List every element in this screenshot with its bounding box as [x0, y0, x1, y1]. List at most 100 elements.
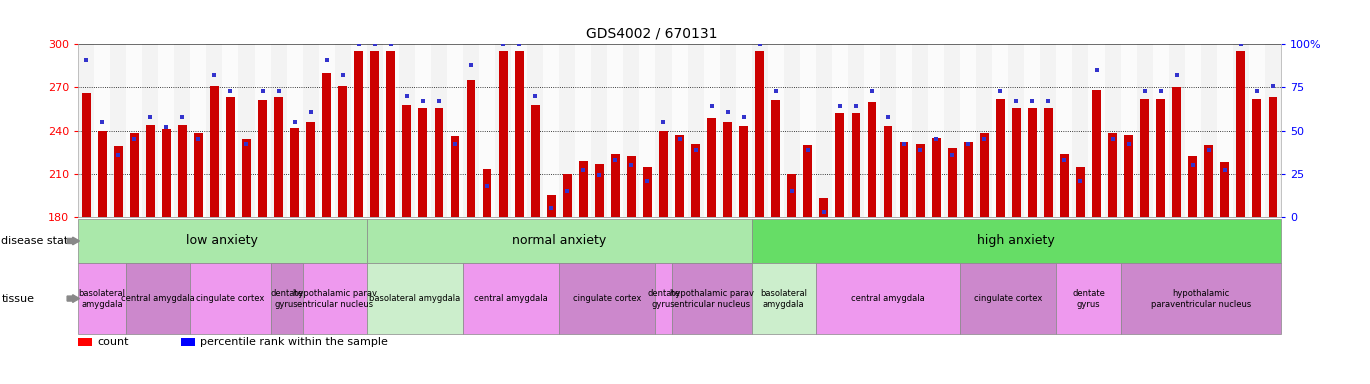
Bar	[97, 131, 107, 217]
Text: dentate
gyrus: dentate gyrus	[1073, 288, 1106, 309]
Bar	[817, 44, 832, 217]
Point	[364, 41, 386, 47]
Bar	[723, 122, 732, 217]
Bar	[95, 44, 110, 217]
Point	[460, 62, 482, 68]
Bar	[607, 44, 623, 217]
Bar	[767, 44, 784, 217]
Bar	[803, 145, 812, 217]
Bar	[334, 44, 351, 217]
Text: central amygdala: central amygdala	[122, 294, 195, 303]
Bar	[355, 51, 363, 217]
Text: disease state: disease state	[1, 236, 75, 246]
Point	[973, 136, 995, 142]
Bar	[980, 134, 989, 217]
Bar	[848, 44, 864, 217]
Bar	[912, 44, 927, 217]
Bar	[1185, 44, 1200, 217]
Bar	[1200, 44, 1217, 217]
Point	[1197, 146, 1219, 152]
Bar	[499, 51, 507, 217]
Bar	[1092, 90, 1101, 217]
Bar	[1044, 108, 1052, 217]
Bar	[964, 142, 973, 217]
Bar	[832, 44, 848, 217]
Bar	[338, 86, 347, 217]
Bar	[1025, 44, 1040, 217]
Bar	[159, 44, 174, 217]
Text: tissue: tissue	[1, 293, 34, 304]
Bar	[307, 122, 315, 217]
Text: high anxiety: high anxiety	[977, 235, 1055, 247]
Point	[604, 157, 626, 163]
Bar	[1075, 167, 1085, 217]
Bar	[418, 108, 427, 217]
Text: hypothalamic
paraventricular nucleus: hypothalamic paraventricular nucleus	[1151, 288, 1251, 309]
Text: dentate
gyrus: dentate gyrus	[647, 288, 680, 309]
Bar	[992, 44, 1008, 217]
Bar	[719, 44, 736, 217]
Bar	[996, 99, 1004, 217]
Bar	[515, 51, 523, 217]
Bar	[527, 44, 543, 217]
Bar	[800, 44, 817, 217]
Point	[1022, 98, 1044, 104]
Bar	[740, 126, 748, 217]
Bar	[543, 44, 559, 217]
Bar	[1028, 108, 1037, 217]
Point	[700, 103, 722, 109]
Bar	[1221, 162, 1229, 217]
Point	[188, 136, 210, 142]
Bar	[671, 44, 688, 217]
Bar	[1265, 44, 1281, 217]
Point	[1262, 83, 1284, 89]
Bar	[403, 104, 411, 217]
Bar	[78, 44, 95, 217]
Point	[348, 41, 370, 47]
Point	[1070, 178, 1092, 184]
Bar	[655, 44, 671, 217]
Point	[685, 146, 707, 152]
Text: cingulate cortex: cingulate cortex	[974, 294, 1043, 303]
Point	[204, 72, 226, 78]
Point	[284, 119, 306, 125]
Bar	[82, 93, 90, 217]
Bar	[130, 134, 138, 217]
Point	[1230, 41, 1252, 47]
Bar	[451, 136, 459, 217]
Bar	[274, 98, 284, 217]
Bar	[1137, 44, 1152, 217]
Point	[219, 88, 241, 94]
Bar	[1152, 44, 1169, 217]
Point	[267, 88, 289, 94]
Point	[989, 88, 1011, 94]
Point	[941, 152, 963, 158]
Text: cingulate cortex: cingulate cortex	[196, 294, 264, 303]
Point	[123, 136, 145, 142]
Point	[492, 41, 514, 47]
Bar	[1140, 99, 1149, 217]
Bar	[303, 44, 319, 217]
Bar	[836, 113, 844, 217]
Bar	[688, 44, 704, 217]
Point	[140, 114, 162, 120]
Bar	[1125, 135, 1133, 217]
Bar	[675, 135, 684, 217]
Point	[155, 124, 177, 130]
Bar	[1073, 44, 1089, 217]
Bar	[659, 131, 669, 217]
Bar	[771, 100, 780, 217]
Bar	[977, 44, 992, 217]
Bar	[575, 44, 592, 217]
Text: normal anxiety: normal anxiety	[512, 235, 607, 247]
Bar	[563, 174, 571, 217]
Bar	[867, 102, 877, 217]
Bar	[627, 157, 636, 217]
Point	[1101, 136, 1123, 142]
Text: count: count	[97, 337, 129, 347]
Bar	[784, 44, 800, 217]
Bar	[447, 44, 463, 217]
Point	[412, 98, 434, 104]
Point	[300, 109, 322, 115]
Bar	[145, 125, 155, 217]
